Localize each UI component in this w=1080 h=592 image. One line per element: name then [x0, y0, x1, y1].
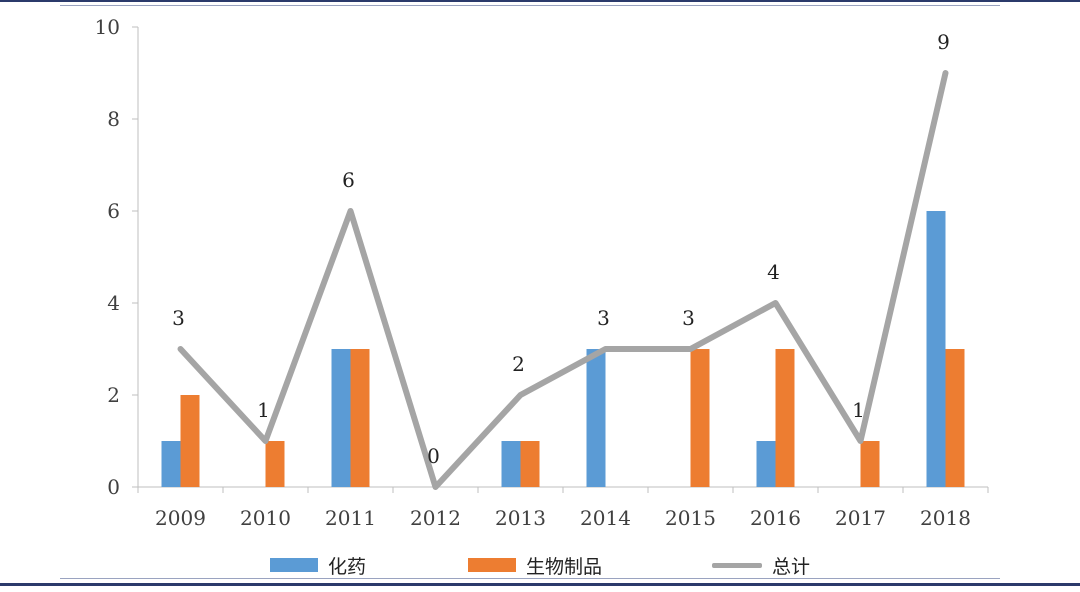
bar-biologics	[860, 441, 880, 487]
legend-swatch-chemical-drugs	[270, 558, 318, 572]
top-border-rule	[0, 0, 1080, 2]
legend-item-chemical-drugs: 化药	[270, 552, 366, 578]
bar-chemical-drugs	[161, 441, 181, 487]
data-label-total: 0	[427, 444, 440, 468]
x-tick-label: 2012	[410, 506, 461, 530]
bar-chemical-drugs	[926, 211, 946, 487]
data-label-total: 3	[597, 306, 610, 330]
line-series-total	[177, 70, 949, 490]
bar-biologics	[265, 441, 285, 487]
legend-swatch-biologics	[468, 558, 516, 572]
bar-chemical-drugs	[586, 349, 606, 487]
bar-chemical-drugs	[756, 441, 776, 487]
bar-biologics	[690, 349, 710, 487]
legend-label-total: 总计	[772, 555, 811, 578]
bar-chemical-drugs	[331, 349, 351, 487]
legend-label-chemical-drugs: 化药	[328, 555, 367, 578]
chart-legend: 化药 生物制品 总计	[0, 552, 1080, 578]
x-tick-label: 2018	[920, 506, 971, 530]
y-tick-label: 2	[107, 383, 120, 407]
x-tick-label: 2011	[325, 506, 376, 530]
data-label-total: 1	[852, 398, 865, 422]
legend-swatch-total	[712, 562, 762, 568]
x-tick-label: 2015	[665, 506, 716, 530]
y-tick-label: 10	[95, 15, 120, 39]
legend-label-biologics: 生物制品	[526, 555, 603, 578]
bottom-border-inner-rule	[60, 578, 1000, 579]
y-tick-label: 8	[107, 107, 120, 131]
bar-biologics	[945, 349, 965, 487]
bar-biologics	[775, 349, 795, 487]
data-label-total: 3	[682, 306, 695, 330]
x-tick-label: 2013	[495, 506, 546, 530]
x-tick-label: 2016	[750, 506, 801, 530]
legend-item-total: 总计	[712, 552, 810, 578]
data-label-total: 6	[342, 168, 355, 192]
legend-item-biologics: 生物制品	[468, 552, 602, 578]
y-tick-label: 6	[107, 199, 120, 223]
data-label-total: 3	[172, 306, 185, 330]
data-label-total: 9	[937, 30, 950, 54]
bar-biologics	[520, 441, 540, 487]
data-label-total: 1	[257, 398, 270, 422]
data-label-total: 4	[767, 260, 780, 284]
x-tick-label: 2010	[240, 506, 291, 530]
data-label-total: 2	[512, 352, 525, 376]
top-border-inner-rule	[60, 5, 1000, 6]
x-tick-label: 2014	[580, 506, 631, 530]
bar-chemical-drugs	[501, 441, 521, 487]
bottom-border-rule	[0, 583, 1080, 586]
y-tick-label: 4	[107, 291, 120, 315]
y-tick-label: 0	[107, 475, 120, 499]
x-tick-label: 2009	[155, 506, 206, 530]
bar-biologics	[350, 349, 370, 487]
x-tick-label: 2017	[835, 506, 886, 530]
bar-biologics	[180, 395, 200, 487]
